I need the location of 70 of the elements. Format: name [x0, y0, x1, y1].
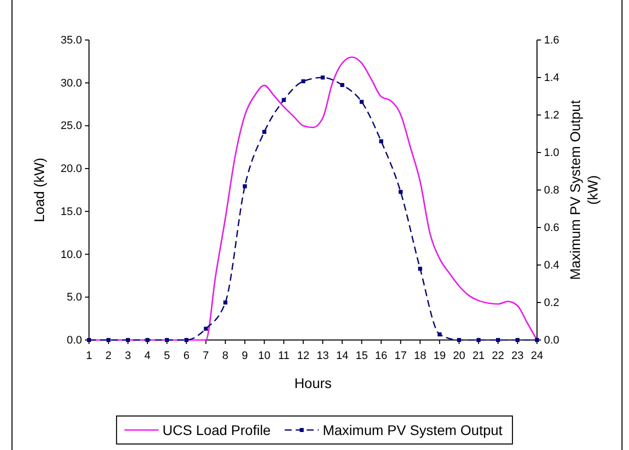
point	[282, 98, 286, 102]
point	[223, 300, 228, 304]
point	[457, 338, 462, 342]
x-tick-label: 12	[297, 350, 310, 362]
point	[301, 79, 306, 84]
point	[379, 139, 384, 144]
legend-label: UCS Load Profile	[162, 422, 271, 438]
point	[106, 338, 110, 342]
y-tick-label: 35.0	[60, 34, 82, 47]
x-tick-label: 13	[316, 350, 329, 362]
x-tick-label: 8	[222, 350, 228, 362]
point	[438, 332, 442, 336]
legend-label: Maximum PV System Output	[322, 422, 503, 438]
x-tick-label: 17	[394, 350, 407, 362]
x-tick-label: 11	[278, 350, 290, 362]
point	[398, 190, 403, 194]
y2-tick-label: 0.2	[544, 297, 560, 310]
y-tick-label: 5.0	[66, 292, 82, 304]
x-tick-label: 2	[105, 350, 112, 362]
x-tick-label: 18	[414, 350, 426, 362]
x-tick-label: 4	[144, 350, 150, 362]
x-tick-label: 9	[242, 350, 248, 362]
point	[535, 338, 539, 342]
y-tick-label: 30.0	[60, 77, 82, 90]
point	[87, 338, 91, 342]
y2-tick-label: 0.0	[544, 334, 560, 347]
y2-tick-label: 1.4	[544, 72, 560, 84]
point	[204, 326, 208, 331]
x-tick-label: 3	[124, 350, 132, 362]
point	[262, 130, 266, 134]
x-tick-label: 6	[183, 350, 190, 362]
point	[184, 338, 188, 342]
y-axis-title: Load (kW)	[31, 158, 47, 222]
y2-axis-title: Maximum PV System Output (kW)	[567, 100, 600, 280]
y2-tick-label: 1.2	[544, 110, 560, 122]
x-tick-label: 15	[356, 350, 368, 362]
x-tick-label: 24	[530, 350, 544, 362]
y2-tick-label: 0.6	[544, 222, 560, 234]
x-tick-label: 19	[433, 350, 446, 362]
point	[340, 83, 344, 87]
y2-tick-label: 0.8	[544, 184, 560, 197]
point	[360, 100, 364, 104]
y-tick-label: 25.0	[60, 120, 82, 132]
point	[516, 338, 520, 342]
point	[476, 338, 481, 342]
x-tick-label: 16	[375, 350, 388, 362]
x-tick-label: 23	[511, 350, 524, 362]
x-tick-label: 22	[492, 350, 504, 362]
x-tick-label: 10	[258, 350, 270, 362]
x-tick-label: 14	[336, 350, 348, 362]
point	[418, 266, 422, 271]
x-tick-label: 20	[452, 350, 466, 362]
x-tick-label: 5	[164, 350, 170, 362]
x-tick-label: 21	[472, 350, 485, 362]
point	[242, 184, 247, 188]
point	[496, 338, 500, 342]
y-tick-label: 0.0	[66, 334, 82, 347]
y-tick-label: 10.0	[60, 248, 82, 261]
y2-tick-label: 0.4	[544, 260, 560, 272]
point	[145, 338, 150, 342]
point	[320, 76, 325, 80]
x-tick-label: 7	[202, 350, 209, 362]
point	[164, 338, 169, 342]
x-axis-title: Hours	[294, 375, 332, 391]
y2-tick-label: 1.6	[544, 34, 560, 47]
x-tick-label: 1	[86, 350, 92, 362]
y-tick-label: 20.0	[60, 163, 82, 176]
point	[126, 338, 130, 342]
y-tick-label: 15.0	[60, 206, 82, 218]
y2-tick-label: 1.0	[544, 147, 560, 160]
